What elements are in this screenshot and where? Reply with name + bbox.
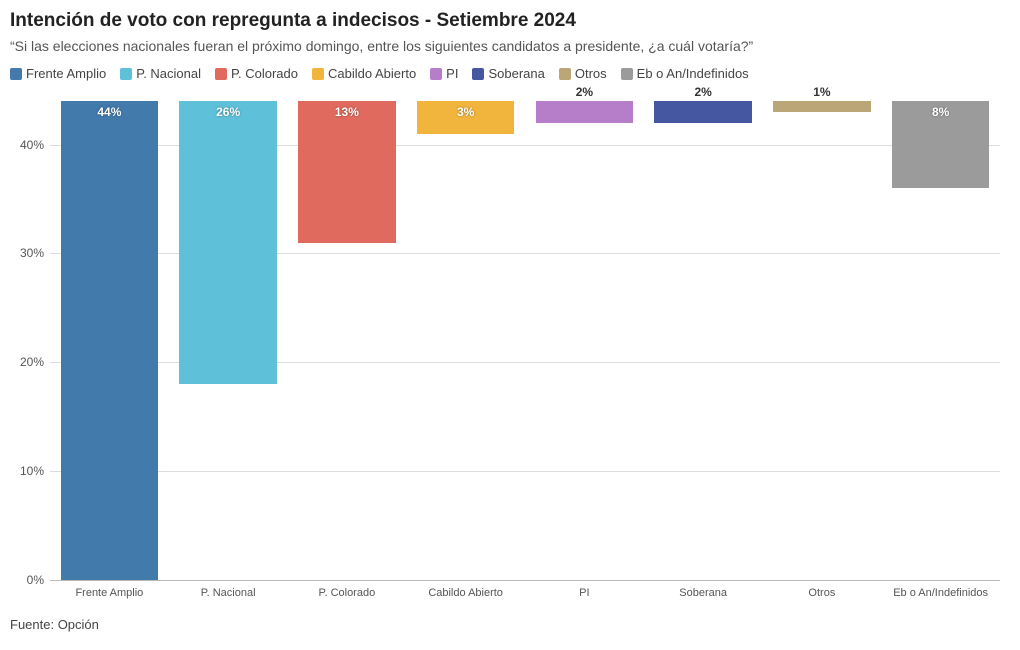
bar-slot: 1% (763, 101, 882, 580)
legend-label: Otros (575, 66, 607, 81)
xtick-label: Otros (763, 587, 882, 599)
bar-value-label: 26% (216, 105, 240, 119)
ytick-label: 30% (10, 246, 44, 260)
legend-swatch (472, 68, 484, 80)
chart-subtitle: “Si las elecciones nacionales fueran el … (10, 38, 1010, 54)
bar-slot: 44% (50, 101, 169, 580)
bar-value-label: 2% (576, 85, 593, 99)
chart-bars: 44% 26% 13% 3% 2% 2% 1% 8% (50, 101, 1000, 580)
legend-label: P. Nacional (136, 66, 201, 81)
legend-label: P. Colorado (231, 66, 298, 81)
bar: 8% (892, 101, 989, 188)
bar: 2% (536, 101, 633, 123)
bar: 44% (61, 101, 158, 580)
chart-source: Fuente: Opción (10, 617, 1010, 632)
xtick-label: Frente Amplio (50, 587, 169, 599)
chart-xaxis: Frente AmplioP. NacionalP. ColoradoCabil… (50, 587, 1000, 599)
ytick-label: 40% (10, 138, 44, 152)
xtick-label: Eb o An/Indefinidos (881, 587, 1000, 599)
legend-swatch (312, 68, 324, 80)
bar-slot: 26% (169, 101, 288, 580)
xtick-label: P. Nacional (169, 587, 288, 599)
xtick-label: Cabildo Abierto (406, 587, 525, 599)
bar-value-label: 8% (932, 105, 949, 119)
ytick-label: 10% (10, 464, 44, 478)
ytick-label: 0% (10, 573, 44, 587)
legend-item: PI (430, 66, 458, 81)
legend-item: Frente Amplio (10, 66, 106, 81)
chart-title: Intención de voto con repregunta a indec… (10, 10, 1010, 32)
bar-value-label: 3% (457, 105, 474, 119)
chart-legend: Frente Amplio P. Nacional P. Colorado Cabil… (10, 66, 1010, 81)
legend-item: P. Nacional (120, 66, 201, 81)
xtick-label: PI (525, 587, 644, 599)
bar-slot: 2% (525, 101, 644, 580)
legend-swatch (559, 68, 571, 80)
legend-swatch (430, 68, 442, 80)
legend-swatch (621, 68, 633, 80)
bar: 3% (417, 101, 514, 134)
legend-item: Soberana (472, 66, 544, 81)
ytick-label: 20% (10, 355, 44, 369)
legend-swatch (215, 68, 227, 80)
bar: 1% (773, 101, 870, 112)
xtick-label: Soberana (644, 587, 763, 599)
bar-value-label: 44% (97, 105, 121, 119)
bar-slot: 3% (406, 101, 525, 580)
legend-swatch (10, 68, 22, 80)
legend-item: P. Colorado (215, 66, 298, 81)
bar: 2% (654, 101, 751, 123)
legend-label: Cabildo Abierto (328, 66, 416, 81)
bar-value-label: 1% (813, 85, 830, 99)
xtick-label: P. Colorado (288, 587, 407, 599)
bar-slot: 13% (288, 101, 407, 580)
legend-item: Cabildo Abierto (312, 66, 416, 81)
chart-plot-area: 0%10%20%30%40% 44%26%13%3%2%2%1%8% (50, 101, 1000, 581)
bar: 13% (298, 101, 395, 243)
legend-swatch (120, 68, 132, 80)
legend-label: Soberana (488, 66, 544, 81)
bar: 26% (179, 101, 276, 384)
chart-container: Intención de voto con repregunta a indec… (10, 10, 1010, 632)
legend-label: Frente Amplio (26, 66, 106, 81)
bar-value-label: 13% (335, 105, 359, 119)
bar-slot: 2% (644, 101, 763, 580)
legend-label: PI (446, 66, 458, 81)
bar-value-label: 2% (694, 85, 711, 99)
legend-label: Eb o An/Indefinidos (637, 66, 749, 81)
legend-item: Eb o An/Indefinidos (621, 66, 749, 81)
legend-item: Otros (559, 66, 607, 81)
bar-slot: 8% (881, 101, 1000, 580)
